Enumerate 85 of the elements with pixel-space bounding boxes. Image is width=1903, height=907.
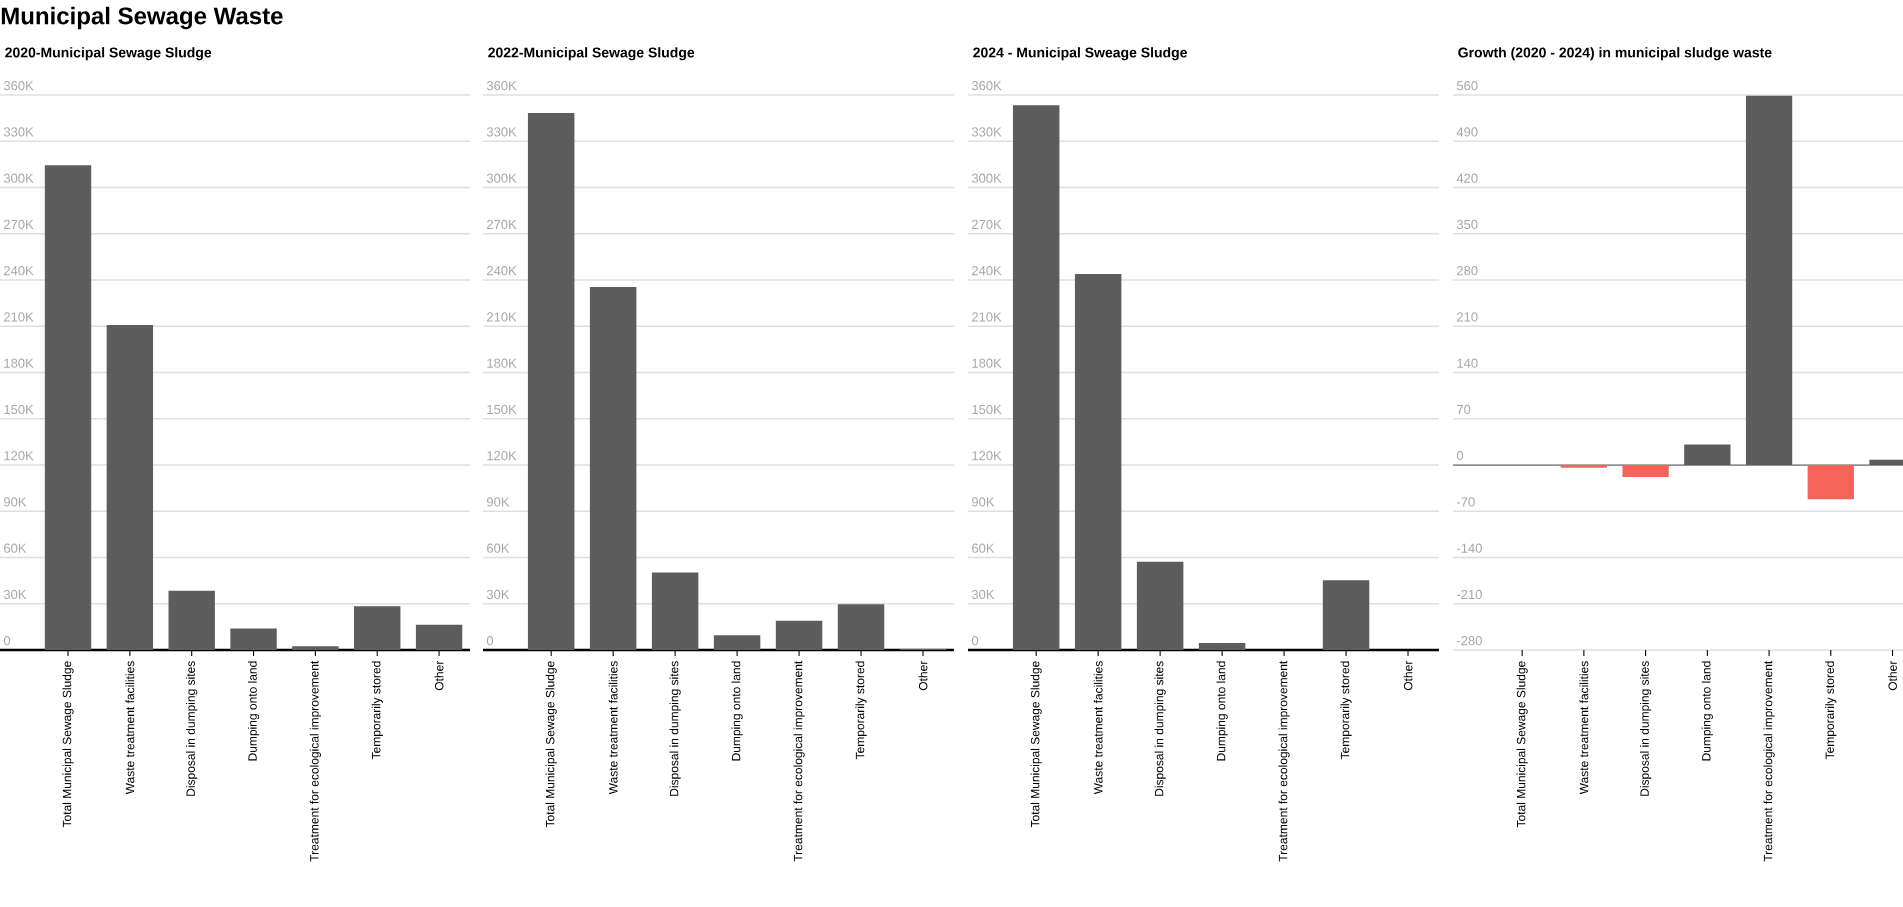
y-tick-label: -210 <box>1456 589 1482 600</box>
x-tick-label: Treatment for ecological improvement <box>1278 660 1290 862</box>
chart-title: 2020-Municipal Sewage Sludge <box>5 47 212 61</box>
x-tick-label: Other <box>1888 660 1897 691</box>
y-tick-label: 60K <box>4 543 27 553</box>
x-tick-label: Temporarily stored <box>855 661 867 760</box>
x-tick-label: Dumping onto land <box>1701 661 1713 761</box>
y-tick-label: 210K <box>972 312 1002 322</box>
y-tick-label: 0 <box>3 636 11 646</box>
y-tick-label: 300K <box>486 173 517 183</box>
y-tick-label: 300K <box>971 173 1002 183</box>
y-tick-label: 210K <box>487 312 517 322</box>
x-tick-label: Total Municipal Sewage Sludge <box>62 661 74 828</box>
y-tick-label: 270K <box>4 219 34 230</box>
x-tick-label: Temporarily stored <box>371 661 383 760</box>
x-tick-label: Waste treatment facilities <box>1093 661 1103 795</box>
x-tick-label: Dumping onto land <box>731 661 743 761</box>
x-tick-label: Total Municipal Sewage Sludge <box>545 661 557 828</box>
y-tick-label: 280 <box>1457 266 1478 276</box>
x-tick-label: Other <box>918 660 928 691</box>
x-tick-label: Disposal in dumping sites <box>186 661 198 796</box>
y-tick-label: -140 <box>1456 543 1482 553</box>
x-tick-label: Disposal in dumping sites <box>669 661 681 796</box>
y-tick-label: 150K <box>487 404 517 415</box>
x-tick-label: Disposal in dumping sites <box>1640 661 1652 796</box>
y-tick-label: 30K <box>3 589 27 600</box>
x-tick-label: Total Municipal Sewage Sludge <box>1516 661 1528 828</box>
y-tick-label: 330K <box>3 127 34 137</box>
y-tick-label: 360K <box>486 81 517 91</box>
y-tick-label: 210 <box>1457 312 1478 322</box>
x-tick-label: Waste treatment facilities <box>125 661 135 795</box>
y-tick-label: 60K <box>972 543 995 553</box>
y-tick-label: 0 <box>486 636 494 646</box>
chart-title: 2024 - Municipal Sweage Sludge <box>973 47 1187 61</box>
y-tick-label: 0 <box>1456 451 1464 461</box>
y-tick-label: 120K <box>972 451 1002 461</box>
y-tick-label: 120K <box>487 451 517 461</box>
y-tick-label: 150K <box>972 404 1002 415</box>
y-tick-label: 120K <box>4 451 34 461</box>
text: Municipal Sewage Waste <box>1 6 283 30</box>
y-tick-label: 270K <box>487 219 517 230</box>
y-tick-label: 560 <box>1456 81 1478 91</box>
y-tick-label: 270K <box>972 219 1002 230</box>
x-tick-label: Waste treatment facilities <box>608 661 618 795</box>
x-tick-label: Total Municipal Sewage Sludge <box>1030 661 1042 828</box>
x-tick-label: Treatment for ecological improvement <box>793 660 805 862</box>
y-tick-label: 240K <box>487 266 517 276</box>
x-tick-label: Dumping onto land <box>1216 661 1228 761</box>
y-tick-label: 330K <box>971 127 1002 137</box>
x-tick-label: Temporarily stored <box>1340 661 1352 760</box>
x-tick-label: Treatment for ecological improvement <box>309 660 321 862</box>
chart-title: 2022-Municipal Sewage Sludge <box>488 47 695 61</box>
y-tick-label: 240K <box>4 266 34 276</box>
x-tick-label: Disposal in dumping sites <box>1154 661 1166 796</box>
y-tick-label: 90K <box>3 497 27 507</box>
x-tick-label: Treatment for ecological improvement <box>1763 660 1775 862</box>
y-tick-label: 140 <box>1457 358 1478 368</box>
y-tick-label: -70 <box>1456 497 1475 507</box>
y-tick-label: 180K <box>4 358 34 368</box>
y-tick-label: 240K <box>972 266 1002 276</box>
y-tick-label: 90K <box>971 497 995 507</box>
x-tick-label: Waste treatment facilities <box>1579 661 1589 795</box>
y-tick-label: 150K <box>4 404 34 415</box>
y-tick-label: 360K <box>3 81 34 91</box>
y-tick-label: 180K <box>487 358 517 368</box>
y-tick-label: 30K <box>486 589 510 600</box>
y-tick-label: 330K <box>486 127 517 137</box>
y-tick-label: 350 <box>1456 219 1478 230</box>
y-tick-label: 30K <box>971 589 995 600</box>
x-tick-label: Other <box>434 660 444 691</box>
x-tick-label: Dumping onto land <box>247 661 260 761</box>
y-tick-label: 90K <box>486 497 510 507</box>
y-tick-label: -280 <box>1456 636 1482 646</box>
y-tick-label: 60K <box>487 543 510 553</box>
y-tick-label: 360K <box>971 81 1002 91</box>
x-tick-label: Temporarily stored <box>1825 661 1837 760</box>
y-tick-label: 0 <box>971 636 979 646</box>
y-tick-label: 180K <box>972 358 1002 368</box>
chart-title: Growth (2020 - 2024) in municipal sludge waste <box>1458 47 1772 61</box>
y-tick-label: 210K <box>4 312 34 322</box>
y-tick-label: 420 <box>1456 173 1478 183</box>
x-tick-label: Other <box>1403 660 1413 691</box>
y-tick-label: 300K <box>3 173 34 183</box>
y-tick-label: 490 <box>1456 127 1478 137</box>
y-tick-label: 70 <box>1457 404 1471 415</box>
